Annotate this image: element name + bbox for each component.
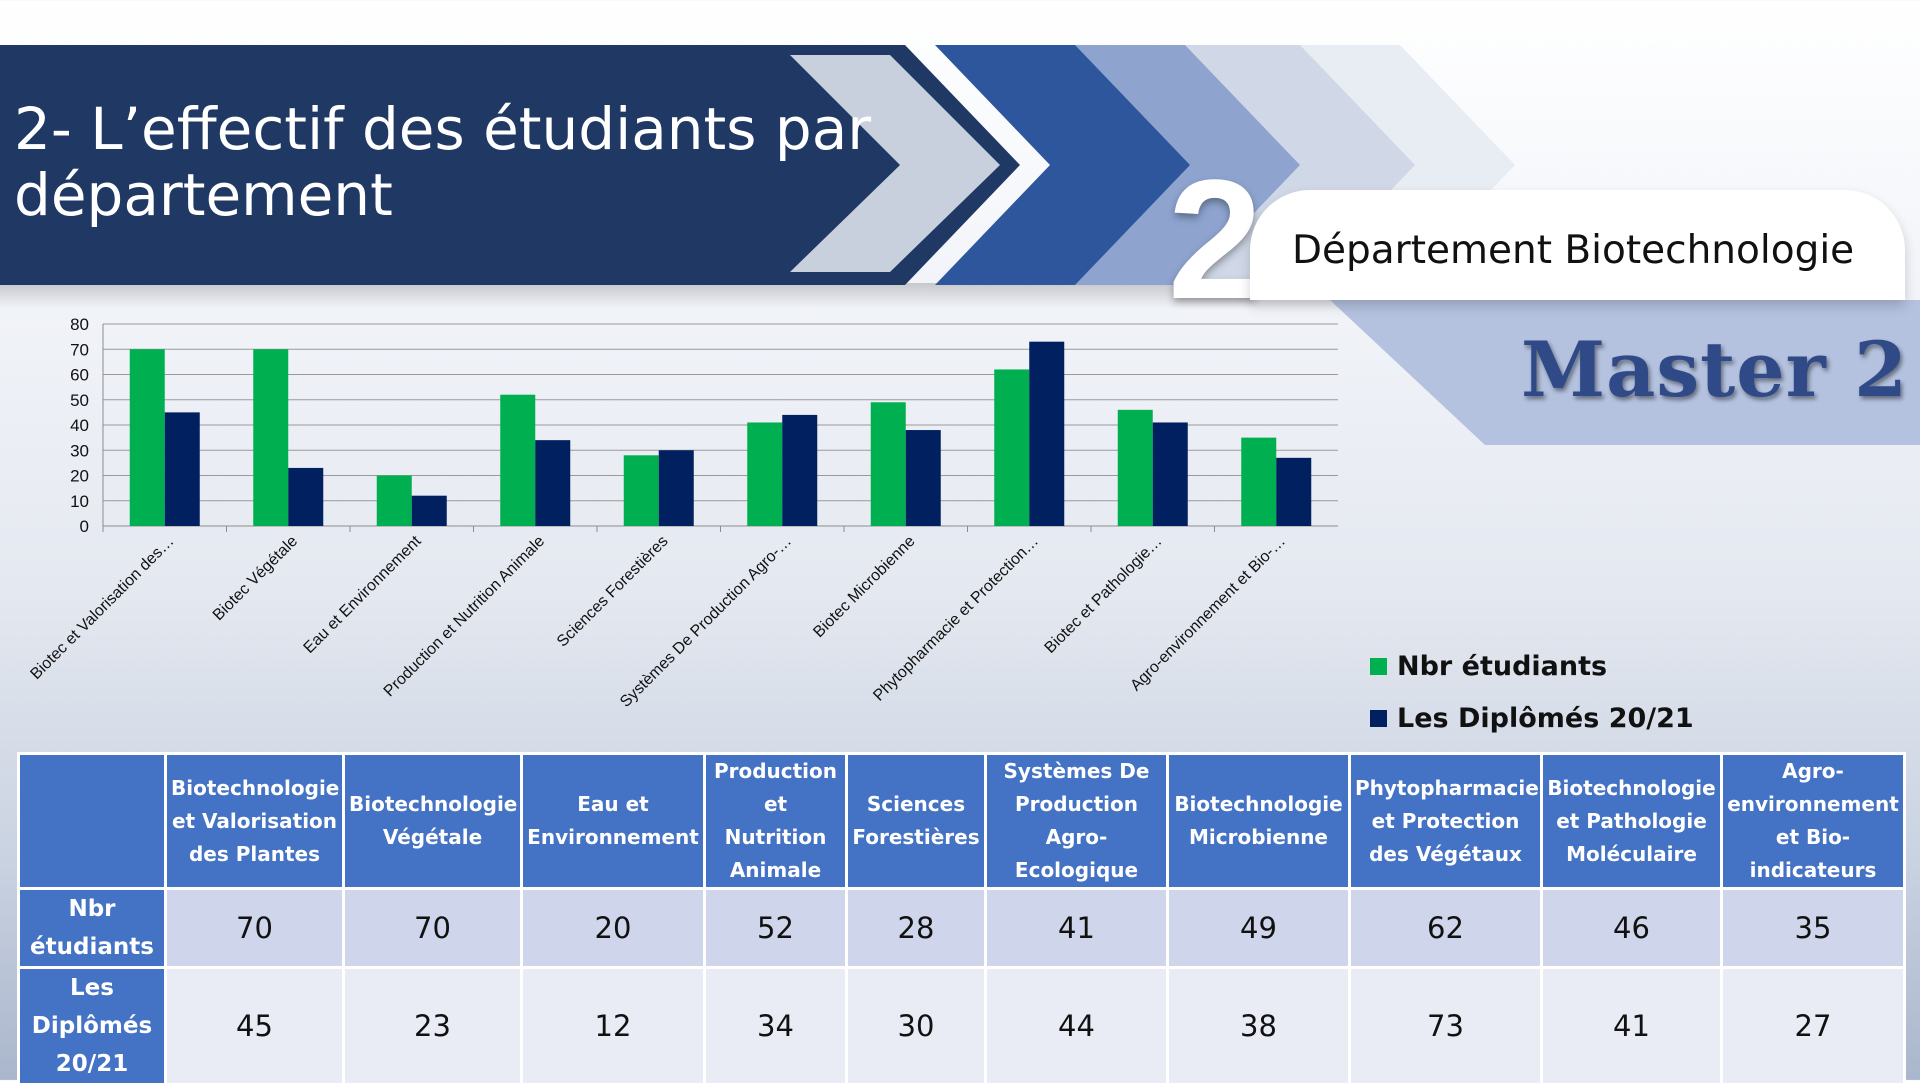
chart-legend: Nbr étudiants Les Diplômés 20/21 xyxy=(1370,640,1694,744)
x-tick-label: Sciences Forestières xyxy=(554,533,672,651)
bar-students xyxy=(376,475,412,526)
table-cell: 35 xyxy=(1720,887,1906,969)
y-tick-label: 30 xyxy=(70,441,89,460)
column-header: Systèmes De Production Agro-Ecologique xyxy=(984,752,1169,890)
bar-students xyxy=(623,455,659,526)
y-tick-label: 50 xyxy=(70,391,89,410)
bar-graduates xyxy=(288,467,324,526)
table-cell: 34 xyxy=(703,966,848,1086)
bar-graduates xyxy=(782,414,818,526)
y-tick-label: 80 xyxy=(70,315,89,334)
table-cell: 62 xyxy=(1348,887,1543,969)
column-header: Phytopharmacie et Protection des Végétau… xyxy=(1348,752,1543,890)
table-cell: 30 xyxy=(845,966,987,1086)
section-number: 2 xyxy=(1167,145,1263,335)
table-corner-cell xyxy=(17,752,167,890)
table-cell: 46 xyxy=(1540,887,1723,969)
table-row: Les Diplômés 20/21 45 23 12 34 30 44 38 … xyxy=(17,966,1906,1086)
bar-students xyxy=(994,369,1030,526)
level-label: Master 2 xyxy=(1521,325,1908,414)
table-row: Nbr étudiants 70 70 20 52 28 41 49 62 46… xyxy=(17,887,1906,969)
bar-graduates xyxy=(1276,457,1312,526)
legend-label-students: Nbr étudiants xyxy=(1397,650,1608,682)
table-header-row: Biotechnologie et Valorisation des Plant… xyxy=(17,752,1906,890)
y-tick-label: 10 xyxy=(70,492,89,511)
table-cell: 28 xyxy=(845,887,987,969)
table-cell: 23 xyxy=(342,966,523,1086)
legend-label-graduates: Les Diplômés 20/21 xyxy=(1397,702,1694,734)
data-table: Biotechnologie et Valorisation des Plant… xyxy=(17,752,1906,1086)
bar-graduates xyxy=(411,495,447,526)
column-header: Sciences Forestières xyxy=(845,752,987,890)
x-tick-label: Biotec Végétale xyxy=(210,533,301,624)
table-cell: 41 xyxy=(984,887,1169,969)
bar-students xyxy=(129,349,165,526)
bar-graduates xyxy=(535,440,571,526)
legend-item-graduates: Les Diplômés 20/21 xyxy=(1370,692,1694,744)
column-header: Biotechnologie et Valorisation des Plant… xyxy=(164,752,345,890)
column-header: Agro-environnement et Bio-indicateurs xyxy=(1720,752,1906,890)
x-tick-label: Biotec et Pathologie… xyxy=(1042,533,1166,657)
bar-graduates xyxy=(164,412,200,526)
y-tick-label: 70 xyxy=(70,340,89,359)
title-banner xyxy=(0,45,1920,445)
bar-students xyxy=(253,349,289,526)
x-tick-label: Biotec Microbienne xyxy=(810,533,918,641)
row-header: Nbr étudiants xyxy=(17,887,167,969)
y-tick-label: 0 xyxy=(80,517,89,536)
column-header: Biotechnologie Microbienne xyxy=(1166,752,1351,890)
bar-students xyxy=(870,402,906,526)
legend-swatch-students xyxy=(1370,657,1387,675)
bar-students xyxy=(747,422,783,526)
table-cell: 38 xyxy=(1166,966,1351,1086)
department-box: Département Biotechnologie xyxy=(1250,190,1905,300)
department-label: Département Biotechnologie xyxy=(1292,228,1855,273)
column-header: Biotechnologie et Pathologie Moléculaire xyxy=(1540,752,1723,890)
table-cell: 45 xyxy=(164,966,345,1086)
bar-graduates xyxy=(905,430,941,526)
bar-graduates xyxy=(1029,341,1065,526)
y-tick-label: 20 xyxy=(70,467,89,486)
bar-students xyxy=(1117,409,1153,526)
table-cell: 12 xyxy=(520,966,706,1086)
bar-graduates xyxy=(658,450,694,526)
table-cell: 20 xyxy=(520,887,706,969)
bar-chart: 0 10 20 30 40 50 60 70 80 Biotec et Valorisation… xyxy=(27,315,1338,711)
bar-students xyxy=(500,394,536,526)
slide-title: 2- L’effectif des étudiants par départem… xyxy=(14,95,872,229)
table-cell: 70 xyxy=(342,887,523,969)
bar-students xyxy=(1241,437,1277,526)
row-header: Les Diplômés 20/21 xyxy=(17,966,167,1086)
master-ribbon xyxy=(1330,300,1920,445)
table-cell: 52 xyxy=(703,887,848,969)
x-tick-label: Biotec et Valorisation des… xyxy=(27,533,177,683)
y-tick-label: 60 xyxy=(70,366,89,385)
x-tick-label: Eau et Environnement xyxy=(301,532,425,656)
table-cell: 44 xyxy=(984,966,1169,1086)
legend-item-students: Nbr étudiants xyxy=(1370,640,1694,692)
column-header: Eau et Environnement xyxy=(520,752,706,890)
bar-graduates xyxy=(1152,422,1188,526)
y-tick-label: 40 xyxy=(70,416,89,435)
column-header: Biotechnologie Végétale xyxy=(342,752,523,890)
table-cell: 41 xyxy=(1540,966,1723,1086)
chevron-1-light xyxy=(790,55,1000,272)
legend-swatch-graduates xyxy=(1370,709,1387,727)
column-header: Production et Nutrition Animale xyxy=(703,752,848,890)
banner-dark xyxy=(0,45,1020,285)
table-cell: 70 xyxy=(164,887,345,969)
table-cell: 73 xyxy=(1348,966,1543,1086)
table-cell: 27 xyxy=(1720,966,1906,1086)
table-cell: 49 xyxy=(1166,887,1351,969)
chevron-2 xyxy=(935,45,1190,285)
